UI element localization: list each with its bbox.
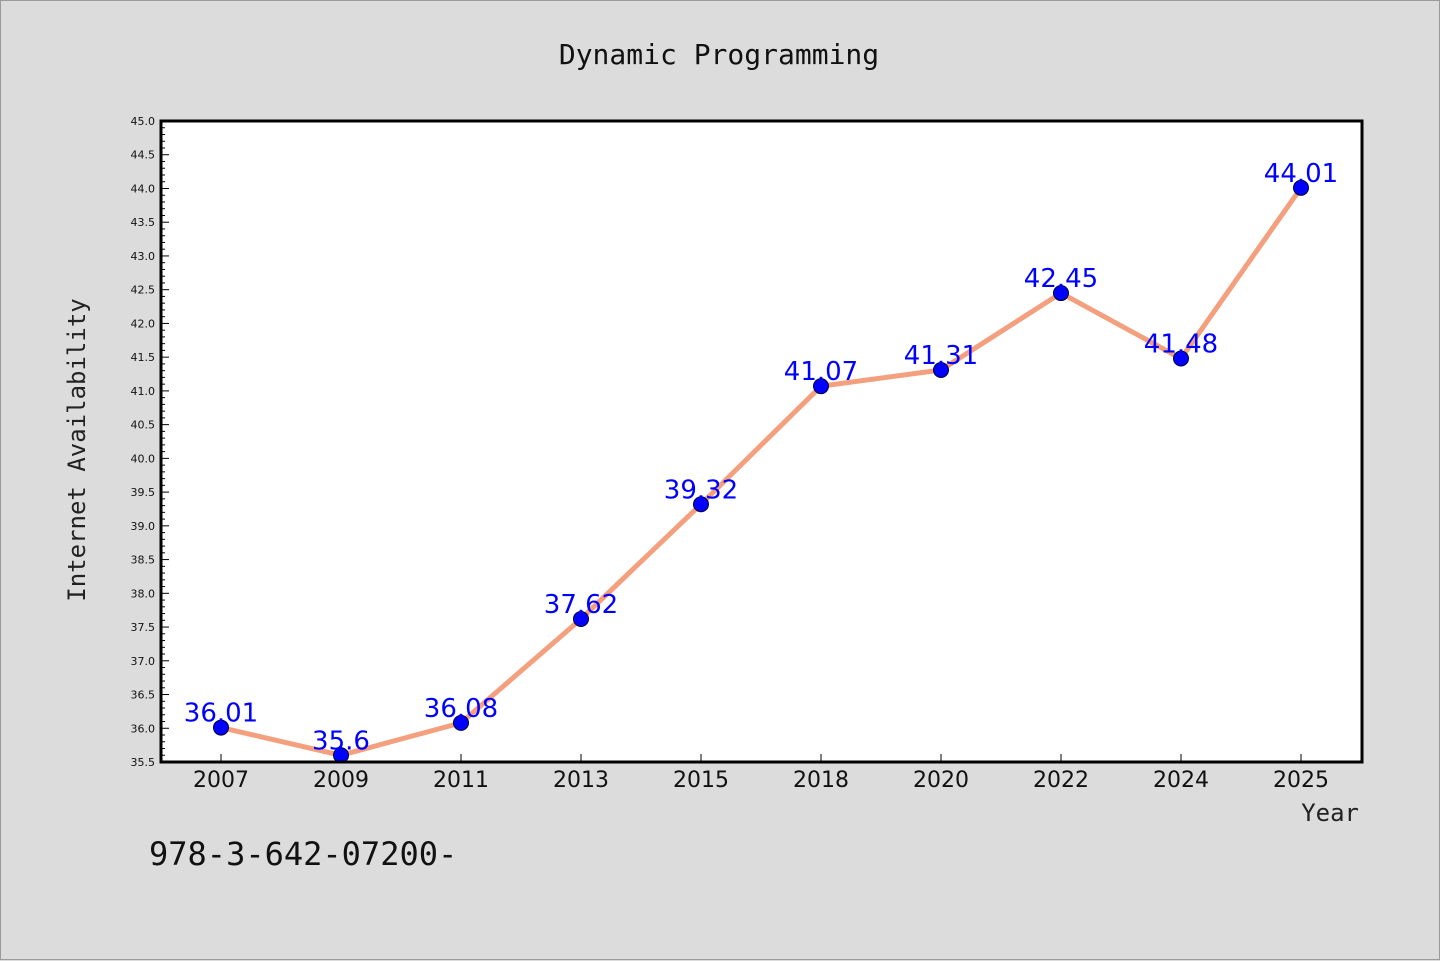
data-point [573, 610, 589, 627]
data-point [1053, 285, 1069, 302]
data-point [933, 361, 949, 378]
y-tick-label: 39.5 [131, 486, 156, 499]
x-tick-label: 2025 [1273, 768, 1329, 793]
y-tick-label: 43.0 [131, 250, 156, 263]
data-markers [213, 179, 1309, 764]
x-tick-label: 2018 [793, 768, 849, 793]
x-tick-label: 2009 [313, 768, 369, 793]
y-tick-label: 39.0 [131, 520, 156, 533]
y-axis-label: Internet Availability [63, 298, 91, 601]
data-point [693, 496, 709, 513]
data-label: 41.31 [904, 341, 978, 371]
data-point [813, 378, 829, 395]
y-tick-label: 36.0 [131, 722, 156, 735]
y-tick-label: 38.0 [131, 587, 156, 600]
data-label: 36.01 [184, 699, 258, 729]
y-tick-label: 35.5 [131, 756, 156, 769]
data-label: 41.07 [784, 357, 858, 387]
x-tick-label: 2015 [673, 768, 729, 793]
y-tick-label: 42.5 [131, 284, 156, 297]
y-tick-label: 44.5 [131, 149, 156, 162]
data-label: 44.01 [1264, 159, 1338, 189]
y-tick-label: 37.0 [131, 655, 156, 668]
x-tick-label: 2020 [913, 768, 969, 793]
annotation-text: 978-3-642-07200- [149, 835, 457, 873]
x-tick-label: 2024 [1153, 768, 1209, 793]
y-axis: 35.5 36.0 36.5 37.0 37.5 38.0 38.5 39.0 39.5 40.0… [131, 115, 169, 769]
plot-border [159, 119, 1364, 764]
y-tick-label: 37.5 [131, 621, 156, 634]
y-tick-label: 44.0 [131, 182, 156, 195]
data-point [1293, 179, 1309, 196]
y-tick-label: 45.0 [131, 115, 156, 128]
data-point [213, 719, 229, 736]
data-label: 41.48 [1144, 330, 1218, 360]
series-line [218, 185, 1304, 758]
y-tick-label: 38.5 [131, 554, 156, 567]
x-tick-label: 2022 [1033, 768, 1089, 793]
x-tick-label: 2007 [193, 768, 249, 793]
y-tick-label: 40.5 [131, 419, 156, 432]
x-axis-label: Year [1301, 799, 1359, 827]
data-label: 42.45 [1024, 264, 1098, 294]
data-labels: 36.01 35.6 36.08 37.62 39.32 41.07 41.31 42.45 4… [184, 159, 1338, 756]
y-tick-label: 42.0 [131, 317, 156, 330]
x-axis: 2007 2009 2011 2013 2015 2018 2020 2022 2024 2025 [193, 754, 1329, 793]
chart-title: Dynamic Programming [559, 38, 879, 71]
x-tick-label: 2013 [553, 768, 609, 793]
x-tick-label: 2011 [433, 768, 489, 793]
y-tick-label: 41.5 [131, 351, 156, 364]
y-tick-label: 41.0 [131, 385, 156, 398]
data-label: 36.08 [424, 694, 498, 724]
data-label: 37.62 [544, 590, 618, 620]
data-point [1173, 350, 1189, 367]
data-point [453, 714, 469, 731]
data-label: 35.6 [312, 726, 370, 756]
data-label: 39.32 [664, 475, 738, 505]
y-tick-label: 43.5 [131, 216, 156, 229]
y-tick-label: 40.0 [131, 452, 156, 465]
y-tick-label: 36.5 [131, 689, 156, 702]
